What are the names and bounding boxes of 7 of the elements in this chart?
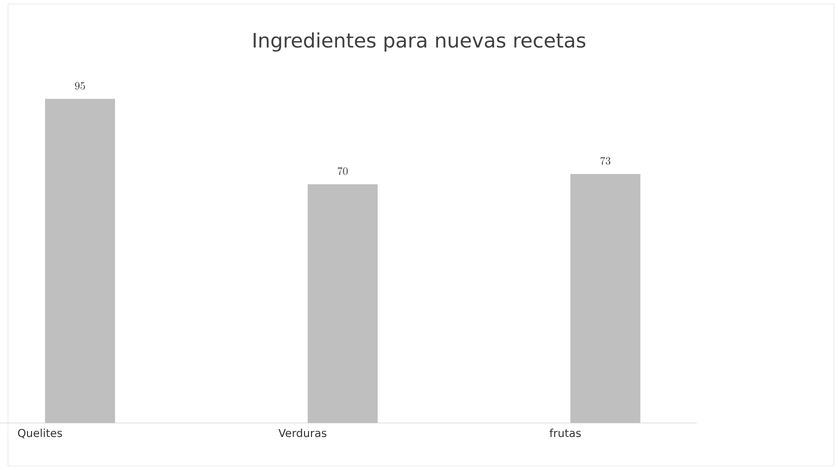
data-label: 95 (75, 82, 85, 90)
data-label: 70 (338, 167, 348, 175)
x-tick-label: Verduras (278, 428, 326, 438)
data-label: 73 (600, 157, 610, 165)
x-tick-label: frutas (550, 428, 581, 438)
x-tick-label: Quelites (18, 428, 62, 438)
chart-title: Ingredientes para nuevas recetas (254, 32, 586, 52)
